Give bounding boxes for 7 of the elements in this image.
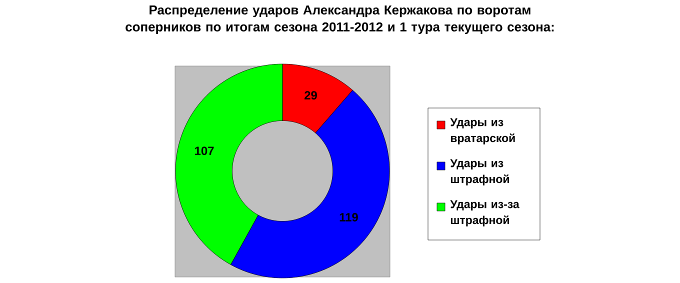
legend-label: Удары из штрафной — [450, 159, 509, 186]
legend-label: Удары из вратарской — [450, 118, 515, 144]
chart-title: Распределение ударов Александра Кержакова по воротам соперников по итогам сезона 2011-2012 и 1 тура текущего сезона: — [126, 6, 554, 34]
legend-label: Удары из-за штрафной — [450, 200, 520, 226]
data-label: 29 — [304, 91, 317, 100]
data-label: 107 — [195, 146, 214, 156]
data-label: 119 — [340, 213, 358, 222]
